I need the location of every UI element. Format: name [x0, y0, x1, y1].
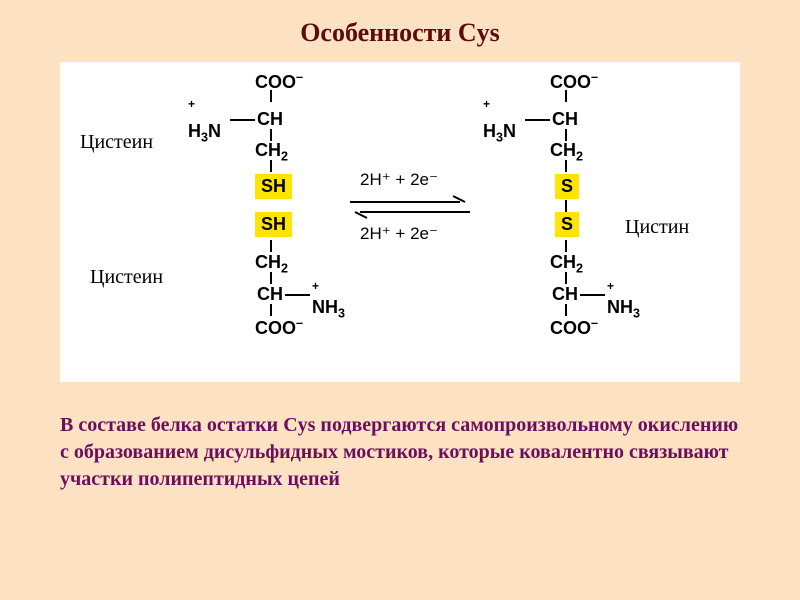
- left-top-coo: COO–: [255, 70, 303, 93]
- bond: [270, 272, 272, 284]
- reaction-reverse-label: 2H⁺ + 2e⁻: [360, 224, 438, 244]
- left-top-ch: CH: [257, 109, 283, 130]
- bond: [565, 272, 567, 284]
- right-top-s: S: [555, 174, 579, 199]
- equilibrium-arrows: [345, 192, 475, 222]
- bond: [285, 294, 310, 296]
- right-bot-nh3: +NH3: [607, 276, 640, 321]
- bond: [270, 90, 272, 102]
- bond: [580, 294, 605, 296]
- bond: [565, 90, 567, 102]
- reaction-diagram: COO– +H3N CH CH2 SH SH CH2 CH +NH3 COO– …: [60, 62, 740, 382]
- right-bot-ch: CH: [552, 284, 578, 305]
- left-bot-nh3: +NH3: [312, 276, 345, 321]
- bond: [270, 240, 272, 252]
- bond: [270, 160, 272, 172]
- bond: [270, 304, 272, 316]
- bond: [565, 160, 567, 172]
- bond: [525, 119, 550, 121]
- left-top-sh: SH: [255, 174, 292, 199]
- left-bot-coo: COO–: [255, 316, 303, 339]
- caption-text: В составе белка остатки Cys подвергаются…: [60, 412, 740, 493]
- reaction-forward-label: 2H⁺ + 2e⁻: [360, 170, 438, 190]
- disulfide-bond: [565, 200, 567, 212]
- left-top-nh3: +H3N: [188, 100, 221, 145]
- bond: [565, 304, 567, 316]
- right-top-nh3: +H3N: [483, 100, 516, 145]
- right-bot-coo: COO–: [550, 316, 598, 339]
- label-cysteine-top: Цистеин: [70, 127, 163, 158]
- left-bot-sh: SH: [255, 212, 292, 237]
- right-top-ch: CH: [552, 109, 578, 130]
- slide-background: Особенности Cys COO– +H3N CH CH2 SH SH C…: [0, 0, 800, 600]
- bond: [565, 240, 567, 252]
- right-top-coo: COO–: [550, 70, 598, 93]
- bond: [230, 119, 255, 121]
- label-cystine: Цистин: [615, 212, 699, 243]
- right-bot-s: S: [555, 212, 579, 237]
- left-bot-ch: CH: [257, 284, 283, 305]
- slide-title: Особенности Cys: [30, 18, 770, 48]
- label-cysteine-bottom: Цистеин: [80, 262, 173, 293]
